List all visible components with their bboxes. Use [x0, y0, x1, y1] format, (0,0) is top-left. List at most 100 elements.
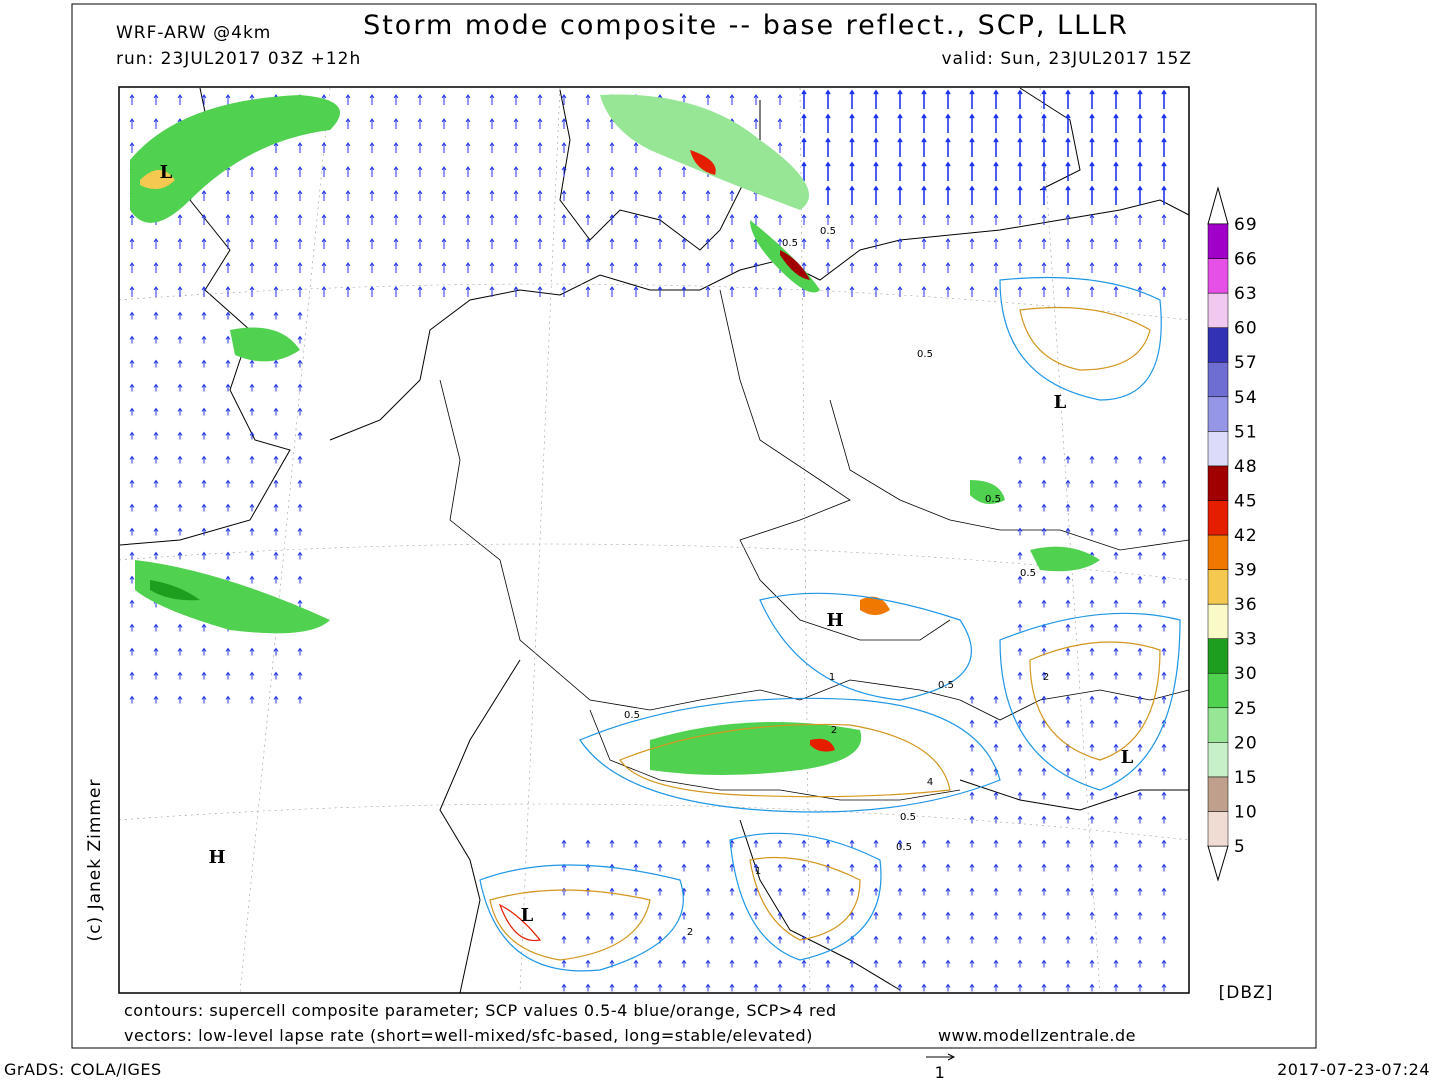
vector	[849, 238, 855, 249]
vector	[729, 935, 735, 944]
vector	[561, 286, 567, 297]
vector	[657, 839, 663, 848]
vector	[897, 161, 903, 181]
vector	[921, 214, 927, 225]
graticule	[118, 87, 1190, 994]
vector	[921, 262, 927, 273]
vector	[705, 286, 711, 297]
vector	[297, 695, 303, 704]
vector	[441, 238, 447, 249]
vector	[825, 89, 831, 109]
vector	[945, 863, 951, 872]
vector	[345, 142, 351, 153]
vector	[129, 695, 135, 704]
vector	[1161, 695, 1167, 704]
vector	[393, 238, 399, 249]
vector	[417, 190, 423, 201]
vector	[849, 262, 855, 273]
vector	[1017, 815, 1023, 824]
vector	[129, 311, 135, 320]
vector	[825, 214, 831, 225]
vector	[225, 262, 231, 273]
vector	[801, 89, 807, 109]
vector	[1089, 863, 1095, 872]
vector	[153, 383, 159, 392]
vector	[993, 719, 999, 728]
vector	[1137, 137, 1143, 157]
vector	[273, 455, 279, 464]
vector	[225, 94, 231, 105]
vector	[1161, 647, 1167, 656]
vector	[993, 695, 999, 704]
colorbar-box	[1207, 258, 1229, 294]
vector	[825, 959, 831, 968]
vector	[609, 983, 615, 992]
vector	[201, 455, 207, 464]
borders	[439, 289, 1190, 801]
vector	[897, 113, 903, 133]
vector	[945, 137, 951, 157]
vector	[129, 647, 135, 656]
vector	[153, 94, 159, 105]
vector	[585, 262, 591, 273]
vector	[465, 238, 471, 249]
vector	[513, 214, 519, 225]
vector	[1017, 185, 1023, 205]
vector	[225, 311, 231, 320]
vector	[177, 238, 183, 249]
vector	[969, 839, 975, 848]
vector	[777, 286, 783, 297]
vector	[825, 185, 831, 205]
vector	[705, 959, 711, 968]
vector	[1041, 185, 1047, 205]
vector	[945, 113, 951, 133]
vector	[1017, 671, 1023, 680]
vector	[585, 190, 591, 201]
vector	[873, 983, 879, 992]
contour-label: 0.5	[985, 494, 1001, 505]
vector	[681, 959, 687, 968]
vector	[393, 118, 399, 129]
scp-contours	[479, 276, 1181, 972]
vector	[465, 142, 471, 153]
vector	[201, 695, 207, 704]
vector	[273, 262, 279, 273]
contour-label: 2	[831, 725, 837, 736]
vector	[273, 431, 279, 440]
vector	[129, 503, 135, 512]
vector	[297, 599, 303, 608]
vector	[897, 887, 903, 896]
vector	[1161, 185, 1167, 205]
vector	[945, 911, 951, 920]
vector	[1089, 599, 1095, 608]
vector	[417, 262, 423, 273]
vector	[1137, 719, 1143, 728]
vector	[1137, 185, 1143, 205]
vector	[729, 214, 735, 225]
vector	[177, 431, 183, 440]
vector	[297, 647, 303, 656]
vector	[777, 983, 783, 992]
vector	[273, 695, 279, 704]
vector	[1065, 647, 1071, 656]
vector	[345, 94, 351, 105]
vector	[225, 527, 231, 536]
vector	[969, 185, 975, 205]
vector	[777, 839, 783, 848]
vector	[825, 113, 831, 133]
vector	[753, 863, 759, 872]
vector	[1065, 983, 1071, 992]
vector	[657, 214, 663, 225]
vector	[705, 911, 711, 920]
colorbar-box	[1207, 396, 1229, 432]
vector	[1113, 839, 1119, 848]
vector	[369, 166, 375, 177]
vector	[1017, 599, 1023, 608]
credit: (c) Janek Zimmer	[85, 779, 105, 942]
vector	[273, 407, 279, 416]
vector	[993, 911, 999, 920]
colorbar-label: 69	[1234, 215, 1258, 235]
vector	[417, 166, 423, 177]
vector	[1017, 137, 1023, 157]
vector	[1113, 767, 1119, 776]
